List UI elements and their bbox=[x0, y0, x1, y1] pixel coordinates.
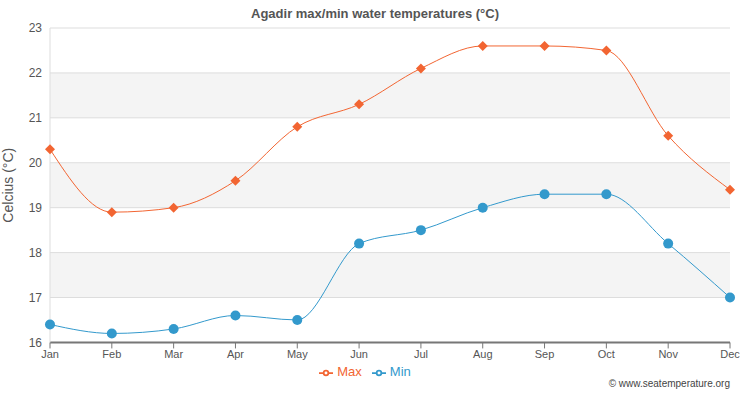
svg-text:Jun: Jun bbox=[350, 348, 368, 360]
svg-text:Nov: Nov bbox=[658, 348, 678, 360]
svg-text:20: 20 bbox=[29, 156, 43, 170]
svg-text:Mar: Mar bbox=[164, 348, 183, 360]
svg-text:Feb: Feb bbox=[102, 348, 121, 360]
svg-text:May: May bbox=[287, 348, 308, 360]
svg-text:22: 22 bbox=[29, 66, 43, 80]
svg-text:16: 16 bbox=[29, 336, 43, 350]
svg-text:19: 19 bbox=[29, 201, 43, 215]
svg-text:17: 17 bbox=[29, 291, 43, 305]
svg-text:Oct: Oct bbox=[598, 348, 615, 360]
html-text:Min: Min bbox=[389, 364, 411, 380]
svg-text:Celcius (°C): Celcius (°C) bbox=[8, 148, 16, 223]
svg-text:23: 23 bbox=[29, 21, 43, 35]
svg-text:Dec: Dec bbox=[720, 348, 740, 360]
html-text:Agadir max/min water temperatu: Agadir max/min water temperatures (°C) bbox=[251, 6, 499, 21]
html-text:© www.seatemperature.org: © www.seatemperature.org bbox=[608, 378, 730, 389]
svg-text:Apr: Apr bbox=[227, 348, 244, 360]
svg-text:Sep: Sep bbox=[535, 348, 555, 360]
svg-text:21: 21 bbox=[29, 111, 43, 125]
svg-text:Jul: Jul bbox=[414, 348, 428, 360]
svg-text:18: 18 bbox=[29, 246, 43, 260]
svg-text:Aug: Aug bbox=[473, 348, 493, 360]
svg-text:Jan: Jan bbox=[41, 348, 59, 360]
html-text:Max: Max bbox=[337, 364, 362, 380]
